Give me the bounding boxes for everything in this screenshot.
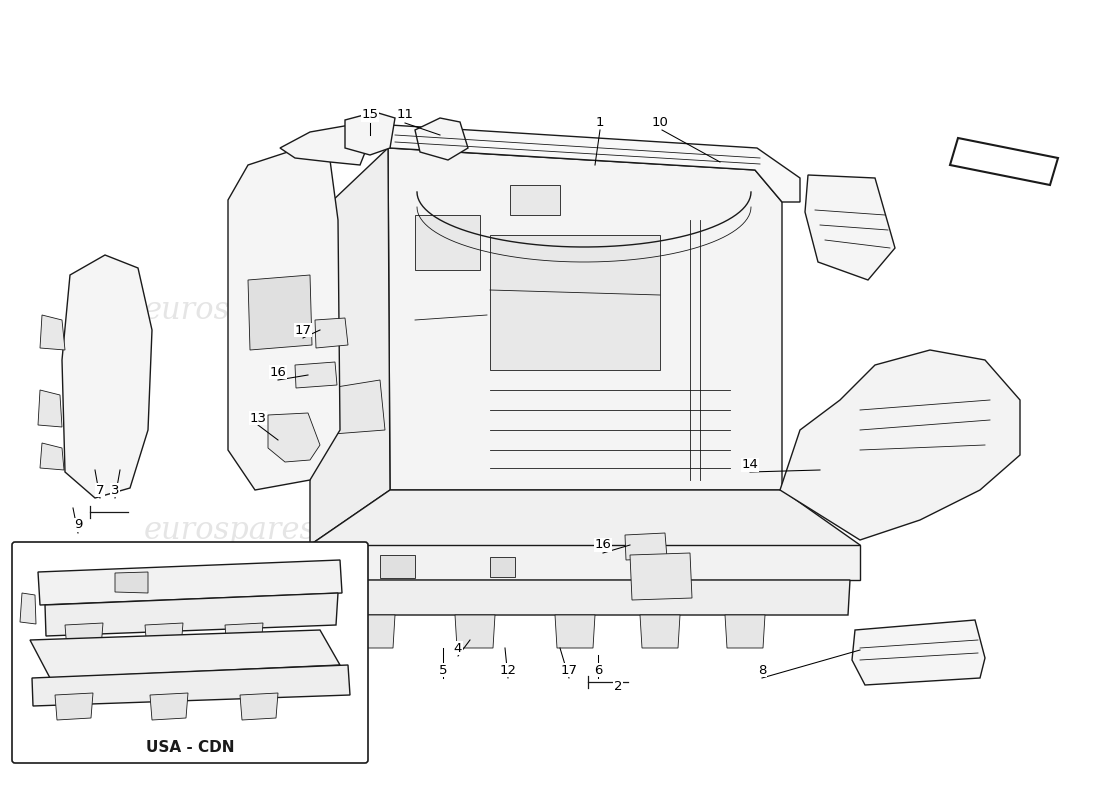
Text: 13: 13 <box>250 411 266 425</box>
FancyBboxPatch shape <box>12 542 369 763</box>
Polygon shape <box>20 593 36 624</box>
Text: 4: 4 <box>454 642 462 654</box>
Polygon shape <box>455 615 495 648</box>
Text: eurospares: eurospares <box>564 514 736 546</box>
Text: 17: 17 <box>295 323 311 337</box>
Polygon shape <box>355 615 395 648</box>
Polygon shape <box>116 572 148 593</box>
Polygon shape <box>45 593 338 636</box>
Polygon shape <box>65 623 103 650</box>
Polygon shape <box>150 693 188 720</box>
Polygon shape <box>32 665 350 706</box>
Polygon shape <box>226 623 263 650</box>
Text: 12: 12 <box>499 663 517 677</box>
Polygon shape <box>39 560 342 605</box>
Text: 5: 5 <box>439 663 448 677</box>
Text: 17: 17 <box>561 663 578 677</box>
Polygon shape <box>625 533 667 560</box>
Polygon shape <box>248 275 312 350</box>
Polygon shape <box>556 615 595 648</box>
Polygon shape <box>30 630 340 678</box>
Polygon shape <box>40 315 65 350</box>
Text: 16: 16 <box>270 366 286 378</box>
Polygon shape <box>62 255 152 498</box>
Polygon shape <box>950 138 1058 185</box>
Polygon shape <box>268 413 320 462</box>
Polygon shape <box>490 235 660 370</box>
Polygon shape <box>390 125 800 202</box>
Polygon shape <box>275 548 308 580</box>
Text: eurospares: eurospares <box>144 514 316 546</box>
Text: 1: 1 <box>596 115 604 129</box>
Polygon shape <box>315 318 348 348</box>
Polygon shape <box>145 623 183 650</box>
Text: 7: 7 <box>96 483 104 497</box>
Polygon shape <box>228 148 340 490</box>
Text: 14: 14 <box>741 458 758 471</box>
Polygon shape <box>630 553 692 600</box>
Polygon shape <box>240 693 278 720</box>
Polygon shape <box>320 580 850 615</box>
Polygon shape <box>415 118 468 160</box>
Text: eurospares: eurospares <box>534 294 706 326</box>
Polygon shape <box>310 490 860 570</box>
Polygon shape <box>39 390 62 427</box>
Text: 6: 6 <box>594 663 602 677</box>
Text: 9: 9 <box>74 518 82 531</box>
Polygon shape <box>388 148 782 490</box>
Polygon shape <box>415 215 480 270</box>
Polygon shape <box>310 148 390 545</box>
Polygon shape <box>295 362 337 388</box>
Polygon shape <box>725 615 764 648</box>
Text: 3: 3 <box>111 483 119 497</box>
Text: 10: 10 <box>651 115 669 129</box>
Polygon shape <box>318 380 385 435</box>
Text: eurospares: eurospares <box>144 294 316 326</box>
Polygon shape <box>490 557 515 577</box>
Text: 11: 11 <box>396 109 414 122</box>
Polygon shape <box>852 620 984 685</box>
Polygon shape <box>510 185 560 215</box>
Polygon shape <box>805 175 895 280</box>
Polygon shape <box>640 615 680 648</box>
Polygon shape <box>780 350 1020 540</box>
Polygon shape <box>280 125 370 165</box>
Text: 16: 16 <box>595 538 612 551</box>
Text: USA - CDN: USA - CDN <box>145 741 234 755</box>
Polygon shape <box>55 693 94 720</box>
Text: 15: 15 <box>362 109 378 122</box>
Polygon shape <box>310 545 860 580</box>
Text: 2: 2 <box>614 679 623 693</box>
Polygon shape <box>379 555 415 578</box>
Polygon shape <box>40 443 64 470</box>
Polygon shape <box>345 112 395 155</box>
Text: 8: 8 <box>758 663 767 677</box>
